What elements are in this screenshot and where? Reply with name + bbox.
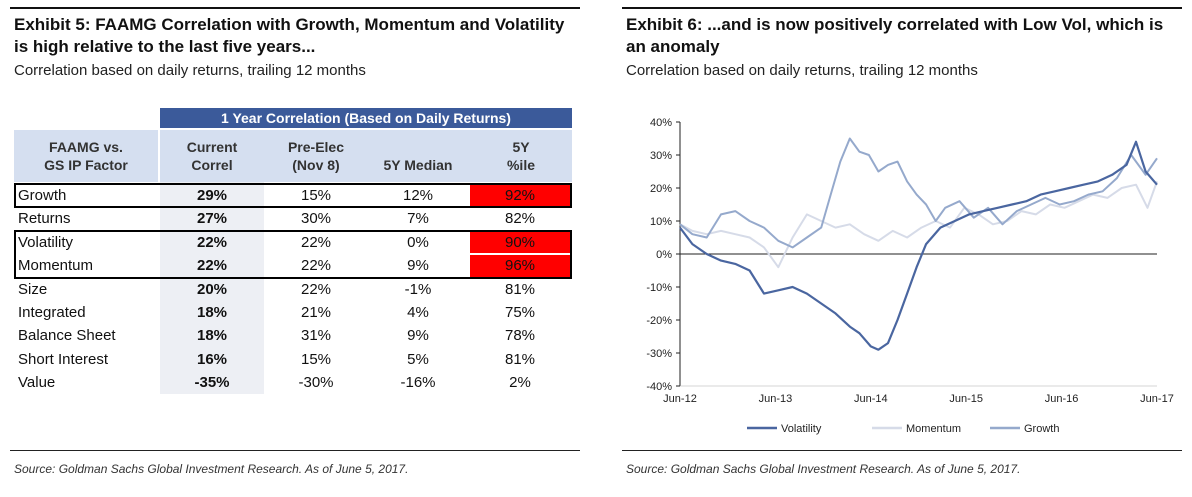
x-tick-label: Jun-14 [854,393,888,405]
cell-current: -35% [194,374,230,392]
exhibit-6-subtitle: Correlation based on daily returns, trai… [626,62,978,79]
highlight-box [14,183,572,209]
x-tick-label: Jun-15 [949,393,983,405]
pctile-highlight [470,255,570,277]
cell-current: 29% [196,187,228,204]
exhibit-6-panel: Exhibit 6: ...and is now positively corr… [612,0,1192,497]
correlation-line-chart: 40% 30% 20% 10% 0% -10% -20% -30% -40%Jun-12 Jun-… [646,117,1174,435]
x-tick-label: Jun-13 [759,393,793,405]
y-tick-label: -10% [646,282,672,294]
cell-pctile: 96% [504,257,536,275]
y-tick-label: 40% [650,117,672,129]
cell-factor: Returns [18,210,71,228]
header-bg-values [160,130,572,182]
legend-label-momentum: Momentum [906,423,961,435]
cell-current: 20% [196,280,228,298]
top-rule [10,7,580,9]
cell-current: 22% [196,233,228,251]
pctile-highlight [470,185,570,207]
cell-current: 18% [196,327,228,345]
cell-factor: Momentum [18,257,94,275]
cell-factor: Short Interest [18,350,109,368]
top-rule [622,7,1182,9]
cell-pctile: 92% [504,187,536,204]
cell-pre-elec: 30% [300,210,332,228]
cell-pctile: 90% [504,233,536,251]
cell-median: 5% [407,350,429,368]
cell-factor: Value [18,374,56,392]
y-tick-label: -30% [646,348,672,360]
cell-factor: Integrated [18,304,86,321]
cell-median: 7% [407,210,429,228]
cell-pre-elec: 21% [300,304,332,321]
cell-median: 9% [407,327,429,345]
cell-pctile: 82% [504,210,536,228]
exhibit-5-source: Source: Goldman Sachs Global Investment … [14,462,409,476]
exhibit-5-title: Exhibit 5: FAAMG Correlation with Growth… [14,15,565,56]
cell-current: 18% [196,304,228,321]
col-header-median: 5Y Median [366,156,470,174]
col-header-pctile-line: 5Y %ile [506,139,535,173]
cell-pre-elec: 22% [300,280,332,298]
col-header-factor: FAAMG vs. GS IP Factor [14,138,158,174]
cell-pre-elec: 22% [300,257,332,275]
y-tick-label: 20% [650,183,672,195]
col-header-factor-line: FAAMG vs. GS IP Factor [44,139,128,173]
cell-current: 22% [196,257,228,275]
cell-pctile: 75% [504,304,536,321]
current-column-shade [160,182,264,394]
x-tick-label: Jun-12 [663,393,697,405]
cell-current: 27% [196,210,228,228]
cell-pctile: 81% [504,350,536,368]
cell-pctile: 81% [504,280,536,298]
col-header-pre-elec: Pre-Elec (Nov 8) [266,138,366,174]
cell-pre-elec: -30% [298,374,334,392]
pctile-highlight [470,231,570,254]
highlight-box [14,229,572,279]
cell-median: 9% [407,257,429,275]
exhibit-5-subtitle: Correlation based on daily returns, trai… [14,62,366,79]
y-tick-label: 10% [650,216,672,228]
y-tick-label: 0% [656,249,672,261]
cell-factor: Volatility [18,233,74,251]
correlation-table: 1 Year Correlation (Based on Daily Retur… [0,0,590,450]
exhibit-6-source: Source: Goldman Sachs Global Investment … [626,462,1021,476]
cell-median: 12% [402,187,434,204]
cell-median: -16% [400,374,436,392]
col-header-current-line: Current Correl [186,139,238,173]
col-header-pre-elec-line: Pre-Elec (Nov 8) [287,139,345,173]
cell-pre-elec: 15% [300,187,332,204]
cell-pre-elec: 31% [300,327,332,345]
col-header-pctile: 5Y %ile [470,138,572,174]
bottom-rule [622,450,1182,451]
series-line-volatility [679,140,1158,351]
cell-factor: Size [18,280,48,298]
y-tick-label: 30% [650,150,672,162]
cell-pctile: 2% [509,374,531,392]
series-line-growth [679,137,1158,249]
table-banner: 1 Year Correlation (Based on Daily Retur… [160,108,572,128]
col-header-median-line: 5Y Median [383,157,453,173]
cell-median: 4% [407,304,429,321]
cell-pctile: 78% [504,327,536,345]
x-tick-label: Jun-16 [1045,393,1079,405]
cell-factor: Growth [18,187,67,204]
cell-pre-elec: 22% [300,233,332,251]
col-header-current: Current Correl [160,138,264,174]
cell-median: 0% [407,233,429,251]
bottom-rule [10,450,580,451]
legend-label-volatility: Volatility [781,423,822,435]
y-tick-label: -40% [646,381,672,393]
cell-current: 16% [196,350,228,368]
header-bg-factor [14,130,158,182]
legend-label-growth: Growth [1024,423,1059,435]
y-tick-label: -20% [646,315,672,327]
cell-median: -1% [404,280,432,298]
exhibit-6-title: Exhibit 6: ...and is now positively corr… [626,15,1164,56]
exhibit-5-panel: Exhibit 5: FAAMG Correlation with Growth… [0,0,590,497]
cell-pre-elec: 15% [300,350,332,368]
x-tick-label: Jun-17 [1140,393,1174,405]
series-line-momentum [679,181,1158,269]
cell-factor: Balance Sheet [18,327,116,345]
